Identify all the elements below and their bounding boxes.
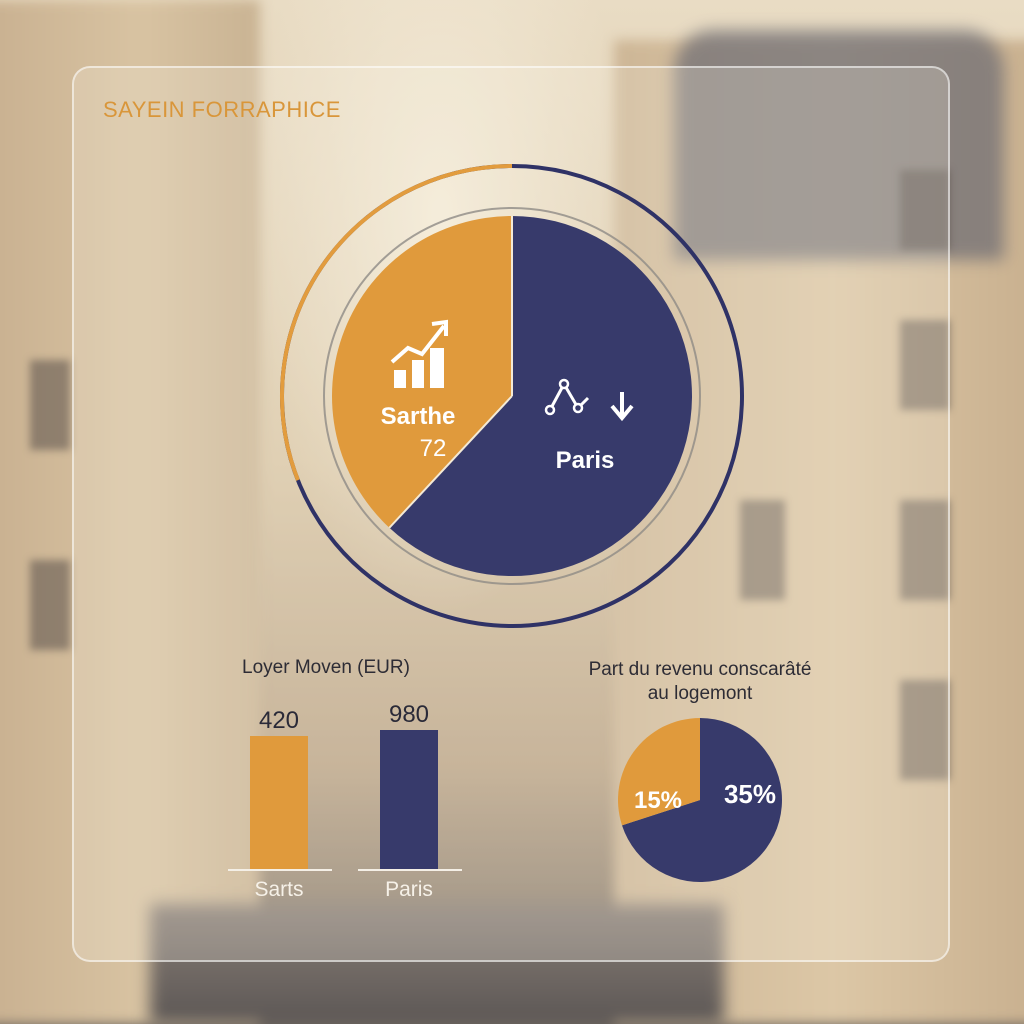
bar-chart-title: Loyer Moven (EUR) — [242, 657, 410, 678]
small-pie-label-15: 15% — [634, 787, 682, 814]
main-pie-outer-ring — [280, 164, 745, 628]
bar-chart: 420 Sarts 980 Paris — [228, 701, 462, 901]
bar-value-label: 420 — [259, 707, 299, 734]
sarthe-slice-value: 72 — [420, 435, 447, 462]
main-pie-inner-ring — [323, 207, 701, 585]
bar-paris — [380, 730, 438, 870]
bar-value-label: 980 — [389, 701, 429, 728]
line-trend-down-icon — [544, 378, 634, 422]
small-pie-title-line1: Part du revenu conscarâté — [588, 659, 812, 680]
small-pie-title-line2: au logemont — [647, 683, 753, 704]
pie-divider-bottom — [388, 395, 513, 529]
bar-chart-trend-up-icon — [390, 319, 448, 388]
income-share-pie-chart: 15% 35% — [618, 718, 782, 882]
bar-sarts — [250, 736, 308, 870]
small-pie-slice-15 — [618, 718, 700, 826]
bar-category-label: Sarts — [254, 878, 303, 901]
bar-category-label: Paris — [385, 878, 433, 901]
small-pie-slice-35 — [622, 718, 782, 882]
main-pie-chart — [323, 207, 701, 585]
pie-slice-paris — [389, 216, 693, 576]
small-pie-label-35: 35% — [724, 779, 776, 809]
paris-slice-label: Paris — [556, 447, 615, 474]
ring-sarthe-arc — [280, 164, 513, 481]
sarthe-slice-label: Sarthe — [381, 403, 456, 430]
brand-title: SAYEIN FORRAPHICE — [103, 97, 341, 122]
